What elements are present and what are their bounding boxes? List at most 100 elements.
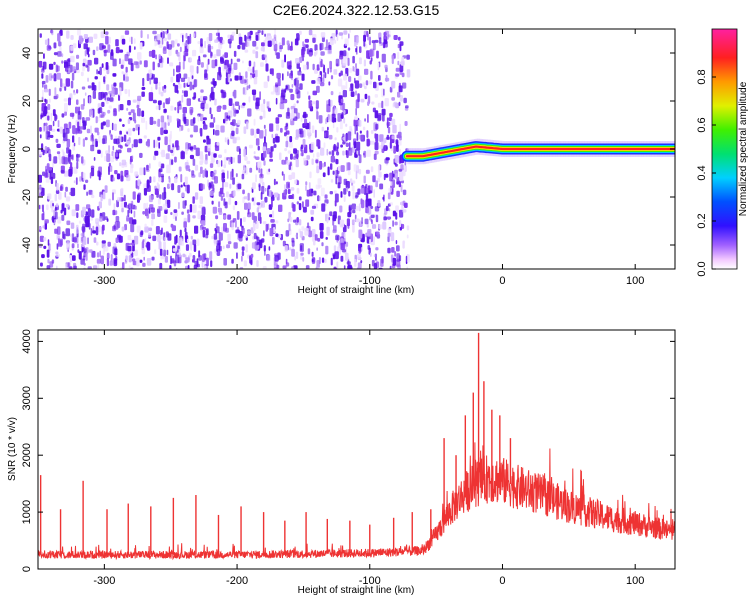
noise-speckle: [378, 224, 383, 230]
noise-speckle: [80, 71, 84, 77]
noise-speckle: [56, 182, 59, 191]
noise-speckle: [127, 118, 131, 125]
noise-speckle: [231, 130, 235, 137]
noise-speckle: [351, 219, 355, 226]
noise-speckle: [353, 141, 357, 149]
noise-speckle: [263, 81, 268, 89]
noise-speckle: [338, 72, 342, 77]
noise-speckle: [372, 224, 377, 229]
noise-speckle: [178, 100, 182, 106]
noise-speckle: [405, 105, 409, 109]
noise-speckle: [281, 171, 284, 176]
noise-speckle: [132, 127, 136, 132]
noise-speckle: [332, 170, 335, 175]
noise-speckle: [226, 244, 230, 249]
noise-speckle: [204, 103, 209, 109]
noise-speckle: [209, 122, 214, 128]
noise-speckle: [237, 154, 241, 164]
noise-speckle: [267, 107, 271, 112]
noise-speckle: [370, 166, 374, 173]
noise-speckle: [159, 194, 162, 200]
noise-speckle: [70, 35, 74, 40]
noise-speckle: [87, 208, 91, 217]
noise-speckle: [82, 237, 87, 245]
noise-speckle: [232, 205, 236, 211]
noise-speckle: [314, 44, 318, 51]
noise-speckle: [336, 127, 339, 133]
noise-speckle: [318, 195, 321, 202]
noise-speckle: [399, 135, 402, 141]
noise-speckle: [121, 207, 124, 213]
noise-speckle: [302, 114, 305, 118]
noise-speckle: [243, 167, 248, 175]
noise-speckle: [374, 39, 379, 43]
noise-speckle: [66, 244, 69, 248]
noise-speckle: [39, 134, 42, 139]
noise-speckle: [263, 99, 266, 105]
noise-speckle: [237, 183, 242, 190]
noise-speckle: [264, 196, 268, 203]
noise-speckle: [163, 241, 166, 250]
noise-speckle: [316, 165, 320, 174]
noise-speckle: [233, 50, 237, 57]
noise-speckle: [86, 191, 88, 196]
noise-speckle: [132, 99, 137, 103]
noise-speckle: [142, 211, 146, 215]
noise-speckle: [343, 195, 346, 202]
noise-speckle: [76, 153, 79, 162]
noise-speckle: [197, 59, 201, 66]
noise-speckle: [217, 160, 220, 168]
noise-speckle: [370, 70, 373, 80]
noise-speckle: [177, 43, 180, 47]
noise-speckle: [204, 159, 208, 165]
noise-speckle: [73, 91, 76, 96]
noise-speckle: [72, 66, 76, 72]
noise-speckle: [399, 95, 403, 102]
noise-speckle: [48, 63, 54, 70]
noise-speckle: [224, 149, 227, 154]
noise-speckle: [143, 60, 148, 68]
noise-speckle: [354, 125, 356, 135]
noise-speckle: [91, 250, 96, 258]
noise-speckle: [299, 231, 304, 238]
noise-speckle: [143, 135, 147, 139]
noise-speckle: [404, 121, 408, 126]
noise-speckle: [364, 68, 369, 75]
noise-speckle: [121, 159, 126, 166]
noise-speckle: [108, 166, 110, 176]
noise-speckle: [87, 77, 89, 82]
noise-speckle: [390, 232, 395, 242]
noise-speckle: [40, 262, 43, 267]
noise-speckle: [114, 135, 118, 140]
noise-speckle: [354, 116, 358, 121]
noise-speckle: [171, 183, 175, 191]
noise-speckle: [65, 263, 68, 269]
noise-speckle: [406, 254, 410, 263]
noise-speckle: [330, 155, 335, 163]
noise-speckle: [366, 130, 369, 138]
noise-speckle: [191, 170, 195, 176]
noise-speckle: [317, 237, 321, 242]
noise-speckle: [59, 87, 62, 92]
noise-speckle: [136, 225, 141, 233]
noise-speckle: [155, 105, 159, 110]
noise-speckle: [213, 176, 218, 184]
noise-speckle: [48, 45, 52, 49]
noise-speckle: [109, 97, 114, 102]
noise-speckle: [101, 138, 106, 145]
noise-speckle: [155, 268, 157, 269]
noise-speckle: [355, 99, 360, 109]
noise-speckle: [193, 33, 196, 38]
noise-speckle: [206, 138, 211, 145]
noise-speckle: [345, 81, 348, 89]
noise-speckle: [142, 77, 145, 87]
noise-speckle: [93, 85, 97, 91]
noise-speckle: [112, 145, 115, 151]
noise-speckle: [114, 123, 117, 131]
noise-speckle: [47, 258, 50, 264]
noise-speckle: [333, 245, 337, 252]
noise-speckle: [117, 197, 122, 202]
noise-speckle: [330, 91, 334, 96]
noise-speckle: [301, 226, 305, 231]
